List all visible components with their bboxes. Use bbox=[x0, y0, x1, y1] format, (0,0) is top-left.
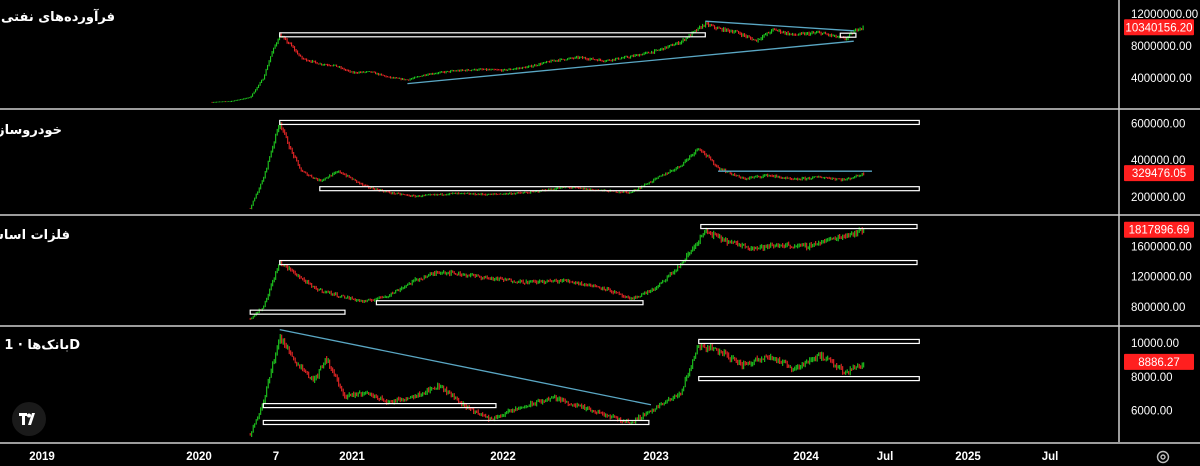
y-tick-label: 800000.00 bbox=[1131, 302, 1185, 314]
last-price-badge bbox=[1124, 19, 1194, 36]
pane-title: فرآورده‌های نفتی bbox=[1, 8, 115, 25]
y-tick-label: 12000000.00 bbox=[1131, 9, 1198, 21]
last-price-badge bbox=[1124, 165, 1194, 182]
zone-box bbox=[279, 32, 706, 38]
zone-box bbox=[700, 223, 918, 230]
y-tick-label: 4000000.00 bbox=[1131, 73, 1192, 85]
zone-box bbox=[698, 375, 920, 382]
x-tick-label: 2023 bbox=[643, 451, 669, 463]
last-price-label: 1817896.69 bbox=[1129, 225, 1190, 237]
gear-icon[interactable] bbox=[1155, 449, 1171, 465]
pane-titles: فرآورده‌های نفتی خودروسازی فلزات اساسی ب… bbox=[0, 8, 115, 353]
pane: 10000.00 8000.00 6000.00 8886.27 bbox=[249, 328, 1194, 437]
y-tick-label: 1200000.00 bbox=[1131, 272, 1192, 284]
y-tick-label: 1600000.00 bbox=[1131, 241, 1192, 253]
zone-box bbox=[319, 186, 920, 192]
y-tick-label: 600000.00 bbox=[1131, 118, 1185, 130]
x-tick-label: 2025 bbox=[955, 451, 981, 463]
pane: 1600000.00 1200000.00 800000.00 1817896.69 bbox=[249, 221, 1194, 320]
last-price-badge bbox=[1124, 353, 1194, 370]
zone-box bbox=[279, 259, 918, 266]
y-tick-label: 8000000.00 bbox=[1131, 41, 1192, 53]
zone-box bbox=[262, 403, 497, 409]
y-tick-label: 6000.00 bbox=[1131, 406, 1173, 418]
pane: 600000.00 400000.00 200000.00 329476.05 bbox=[249, 118, 1194, 210]
x-tick-label: 2020 bbox=[186, 451, 212, 463]
last-price-label: 329476.05 bbox=[1132, 168, 1186, 180]
x-tick-label: Jul bbox=[877, 451, 894, 463]
last-price-label: 8886.27 bbox=[1138, 357, 1180, 369]
y-tick-label: 10000.00 bbox=[1131, 338, 1179, 350]
tradingview-logo-glyph bbox=[19, 413, 35, 425]
zone-box bbox=[279, 119, 920, 126]
y-tick-label: 8000.00 bbox=[1131, 372, 1173, 384]
last-price-badge bbox=[1124, 221, 1194, 238]
trendline bbox=[407, 40, 854, 85]
last-price-label: 10340156.20 bbox=[1125, 22, 1192, 34]
x-tick-label: 2019 bbox=[29, 451, 55, 463]
y-tick-label: 200000.00 bbox=[1131, 192, 1185, 204]
zone-box bbox=[839, 32, 857, 38]
chart-panes: 12000000.00 8000000.00 4000000.00 10340156.… bbox=[0, 9, 1200, 437]
pane-title: فلزات اساسی bbox=[0, 228, 70, 243]
x-tick-label: 7 bbox=[273, 451, 279, 463]
x-tick-label: 2022 bbox=[490, 451, 516, 463]
pane-title: خودروسازی bbox=[0, 123, 62, 138]
zone-box bbox=[262, 419, 650, 426]
zone-box bbox=[698, 338, 920, 345]
x-tick-label: Jul bbox=[1042, 451, 1059, 463]
x-tick-label: 2021 bbox=[339, 451, 365, 463]
pane: 12000000.00 8000000.00 4000000.00 10340156.… bbox=[211, 9, 1198, 103]
zone-box bbox=[249, 309, 346, 315]
x-tick-label: 2024 bbox=[793, 451, 819, 463]
tradingview-logo-icon[interactable] bbox=[12, 402, 46, 436]
y-tick-label: 400000.00 bbox=[1131, 155, 1185, 167]
trendline bbox=[279, 328, 652, 406]
zone-box bbox=[375, 300, 644, 306]
pane-title: بانک‌ها · 1D bbox=[4, 338, 80, 353]
trendline bbox=[705, 20, 854, 32]
